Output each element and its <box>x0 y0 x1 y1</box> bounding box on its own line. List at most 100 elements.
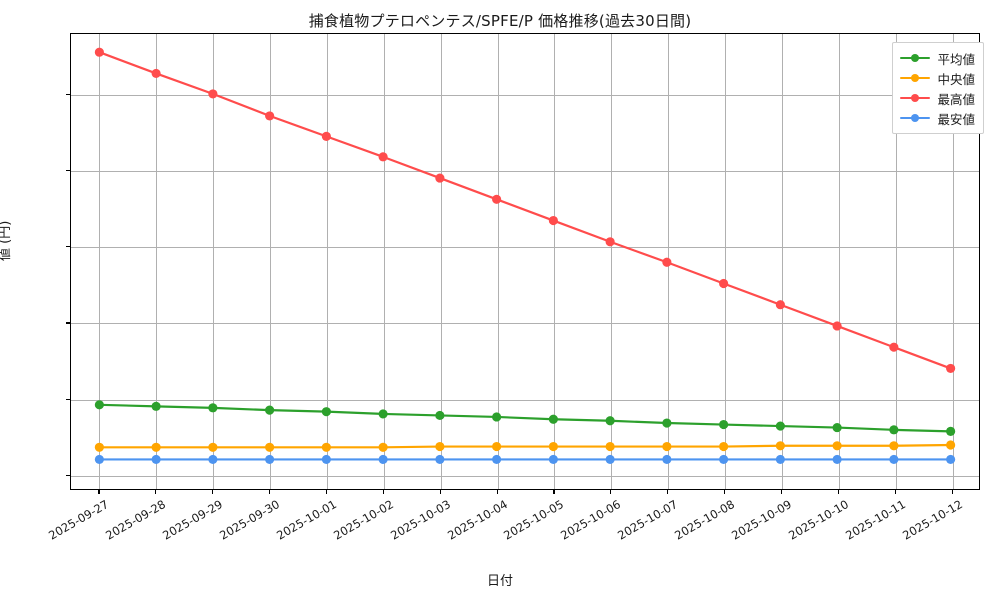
data-point-marker <box>605 441 615 452</box>
data-point-marker <box>889 425 899 435</box>
x-axis-tick-label: 2025-09-30 <box>217 497 283 543</box>
x-axis-tick <box>439 490 441 494</box>
series-3 <box>94 47 956 373</box>
data-point-marker <box>662 257 672 267</box>
legend-item[interactable]: 最安値 <box>900 108 975 128</box>
data-point-marker <box>151 401 161 411</box>
grid-line-vertical <box>440 34 442 489</box>
data-point-marker <box>775 421 785 431</box>
legend-marker-icon <box>900 112 931 124</box>
chart-title: 捕食植物プテロペンテス/SPFE/P 価格推移(過去30日間) <box>308 12 692 30</box>
data-point-marker <box>435 173 445 183</box>
grid-line-vertical <box>497 34 499 489</box>
data-point-marker <box>321 454 331 465</box>
legend-item[interactable]: 平均値 <box>900 48 975 68</box>
x-axis-tick <box>155 490 157 494</box>
x-axis-tick <box>610 490 612 494</box>
x-axis-tick <box>780 490 783 494</box>
x-axis-tick-label: 2025-10-02 <box>330 497 396 543</box>
y-axis-tick <box>66 322 70 324</box>
data-point-marker <box>719 454 729 465</box>
data-point-marker <box>492 412 502 422</box>
grid-line-vertical <box>895 34 897 489</box>
x-axis-tick-label: 2025-10-01 <box>274 497 339 543</box>
legend-item-label: 最安値 <box>937 111 975 127</box>
data-point-marker <box>832 321 842 331</box>
grid-line-vertical <box>326 34 328 489</box>
legend-item-label: 最高値 <box>937 91 975 107</box>
x-axis-tick-label: 2025-10-06 <box>558 497 624 543</box>
series-line <box>98 51 952 370</box>
x-axis-tick <box>269 490 271 494</box>
grid-line-vertical <box>781 34 783 489</box>
legend-marker-icon <box>900 92 931 104</box>
grid-line-vertical <box>554 34 556 489</box>
data-point-marker <box>208 403 218 413</box>
data-point-marker <box>889 441 899 451</box>
series-line <box>98 403 952 433</box>
data-point-marker <box>265 405 275 415</box>
x-axis-tick-label: 2025-09-29 <box>160 497 226 543</box>
data-point-marker <box>832 423 842 433</box>
grid-line-vertical <box>611 34 613 489</box>
x-axis-tick-label: 2025-10-05 <box>501 497 567 543</box>
grid-line-horizontal <box>71 399 979 401</box>
data-point-marker <box>435 441 445 452</box>
y-axis-tick <box>66 170 70 172</box>
data-point-marker <box>492 194 502 204</box>
data-point-marker <box>94 442 104 452</box>
x-axis-tick <box>553 490 555 494</box>
data-point-marker <box>605 237 615 247</box>
data-point-marker <box>378 454 388 465</box>
chart-legend: 平均値中央値最高値最安値 <box>892 42 984 134</box>
data-point-marker <box>662 454 672 465</box>
data-point-marker <box>151 68 161 79</box>
data-point-marker <box>208 442 218 452</box>
data-point-marker <box>378 442 388 452</box>
data-point-marker <box>775 454 785 465</box>
y-axis-tick <box>66 93 70 96</box>
x-axis-tick-label: 2025-10-12 <box>899 497 965 543</box>
data-point-marker <box>265 111 275 121</box>
x-axis-tick <box>724 490 726 494</box>
data-point-marker <box>548 441 558 452</box>
legend-item[interactable]: 最高値 <box>900 88 975 108</box>
x-axis-tick <box>382 490 384 494</box>
data-point-marker <box>94 454 104 465</box>
data-point-marker <box>492 454 502 465</box>
data-point-marker <box>265 442 275 452</box>
data-point-marker <box>548 454 558 465</box>
data-point-marker <box>719 441 729 452</box>
data-point-marker <box>378 409 388 419</box>
x-axis-tick-label: 2025-10-07 <box>615 497 681 543</box>
data-point-marker <box>548 414 558 424</box>
data-point-marker <box>321 442 331 452</box>
x-axis-tick <box>325 490 328 494</box>
data-point-marker <box>548 215 558 226</box>
x-axis-tick-label: 2025-10-03 <box>387 497 453 543</box>
grid-line-horizontal <box>71 171 979 173</box>
legend-item[interactable]: 中央値 <box>900 68 975 88</box>
grid-line-vertical <box>270 34 272 489</box>
x-axis-tick-label: 2025-10-10 <box>785 497 851 543</box>
data-point-marker <box>435 410 445 421</box>
legend-marker-icon <box>900 72 931 84</box>
grid-line-horizontal <box>71 247 979 249</box>
data-point-marker <box>435 454 445 465</box>
series-1 <box>94 400 956 436</box>
grid-line-vertical <box>383 34 385 489</box>
data-point-marker <box>719 278 729 289</box>
data-point-marker <box>321 131 331 141</box>
y-axis-tick <box>66 246 70 248</box>
data-point-marker <box>946 454 956 465</box>
x-axis-tick-label: 2025-10-04 <box>444 497 510 543</box>
data-point-marker <box>889 454 899 465</box>
data-point-marker <box>605 454 615 465</box>
data-point-marker <box>94 400 104 410</box>
x-axis-tick-label: 2025-09-28 <box>103 497 169 543</box>
data-point-marker <box>662 441 672 452</box>
data-point-marker <box>151 454 161 465</box>
series-line <box>98 443 952 449</box>
legend-item-label: 中央値 <box>937 71 975 87</box>
